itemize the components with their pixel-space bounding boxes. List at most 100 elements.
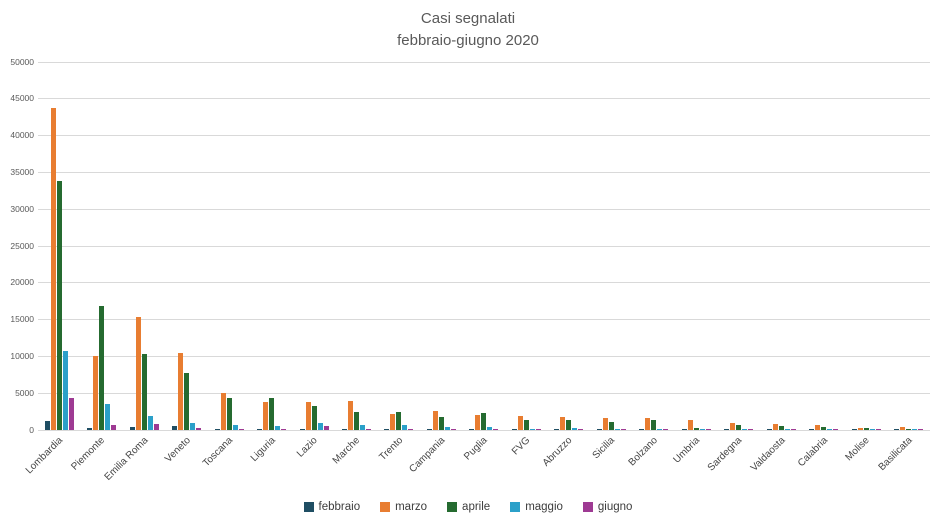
y-axis-tick-label-5000: 5000 xyxy=(15,387,34,398)
bar-maggio-trento xyxy=(402,424,408,430)
bar-marzo-trento xyxy=(390,413,396,430)
bar-group-piemonte xyxy=(80,62,122,430)
bar-febbraio-toscana xyxy=(214,428,220,430)
legend-label-marzo: marzo xyxy=(395,501,428,513)
bar-aprile-piemonte xyxy=(99,306,105,430)
bar-giugno-liguria xyxy=(281,428,287,430)
gridline-y-50000 xyxy=(38,61,930,63)
bar-febbraio-umbria xyxy=(681,429,687,430)
bar-marzo-basilicata xyxy=(900,427,906,430)
legend-item-febbraio: febbraio xyxy=(303,501,360,513)
bar-giugno-campania xyxy=(450,428,456,430)
bar-marzo-molise xyxy=(857,427,863,430)
x-axis-label-sardegna: Sardegna xyxy=(706,435,745,474)
chart-title-line1: Casi segnalati xyxy=(420,10,516,27)
bar-marzo-fvg xyxy=(517,416,523,430)
bar-giugno-sicilia xyxy=(620,429,626,430)
bar-febbraio-puglia xyxy=(469,429,475,430)
bar-giugno-calabria xyxy=(833,429,839,430)
x-axis-label-fvg: FVG xyxy=(509,435,533,458)
x-axis-label-piemonte: Piemonte xyxy=(69,435,108,473)
bar-giugno-marche xyxy=(366,428,372,430)
x-axis-label-abruzzo: Abruzzo xyxy=(541,435,575,469)
bar-group-liguria xyxy=(250,62,292,430)
x-axis-label-marche: Marche xyxy=(330,435,363,467)
bar-aprile-molise xyxy=(863,428,869,430)
bar-febbraio-calabria xyxy=(809,429,815,430)
bar-febbraio-campania xyxy=(426,429,432,430)
bar-marzo-lazio xyxy=(305,402,311,430)
bar-febbraio-sardegna xyxy=(724,429,730,430)
gridline-y-40000 xyxy=(38,135,930,137)
gridline-y-5000 xyxy=(38,392,930,394)
y-axis-tick-label-0: 0 xyxy=(29,424,34,435)
bar-group-campania xyxy=(420,62,462,430)
y-axis-tick-label-45000: 45000 xyxy=(10,93,34,104)
bar-giugno-puglia xyxy=(493,429,499,430)
gridline-y-10000 xyxy=(38,355,930,357)
bar-giugno-trento xyxy=(408,429,414,430)
x-axis-label-basilicata: Basilicata xyxy=(876,435,915,474)
gridline-y-30000 xyxy=(38,208,930,210)
bar-maggio-sardegna xyxy=(742,429,748,430)
legend-label-maggio: maggio xyxy=(525,501,563,513)
x-axis-label-lazio: Lazio xyxy=(295,435,320,460)
bar-maggio-veneto xyxy=(190,422,196,430)
bar-febbraio-fvg xyxy=(511,429,517,430)
bar-maggio-piemonte xyxy=(105,403,111,430)
bar-giugno-sardegna xyxy=(748,429,754,430)
bar-maggio-molise xyxy=(869,429,875,430)
bar-aprile-veneto xyxy=(184,373,190,430)
bar-group-fvg xyxy=(505,62,547,430)
y-axis-tick-label-20000: 20000 xyxy=(10,277,34,288)
bar-maggio-umbria xyxy=(699,429,705,430)
bar-group-lazio xyxy=(293,62,335,430)
bar-marzo-toscana xyxy=(220,393,226,430)
y-axis-tick-label-30000: 30000 xyxy=(10,203,34,214)
bar-giugno-valdaosta xyxy=(790,429,796,430)
legend: febbraio marzo aprile maggio giugno xyxy=(0,501,936,513)
bar-aprile-umbria xyxy=(693,428,699,430)
bar-aprile-bolzano xyxy=(651,420,657,430)
bar-marzo-calabria xyxy=(815,425,821,430)
bar-maggio-emilia-roma xyxy=(147,416,153,430)
chart-title-line2: febbraio-giugno 2020 xyxy=(397,32,539,49)
y-axis-tick-label-40000: 40000 xyxy=(10,130,34,141)
bar-aprile-valdaosta xyxy=(778,425,784,430)
bar-aprile-fvg xyxy=(523,419,529,430)
legend-item-aprile: aprile xyxy=(447,501,490,513)
y-axis-tick-label-35000: 35000 xyxy=(10,166,34,177)
bar-maggio-bolzano xyxy=(657,429,663,430)
bar-febbraio-valdaosta xyxy=(766,429,772,430)
legend-item-maggio: maggio xyxy=(510,501,563,513)
gridline-y-25000 xyxy=(38,245,930,247)
bar-aprile-lazio xyxy=(311,406,317,430)
bar-maggio-campania xyxy=(444,427,450,430)
bar-aprile-campania xyxy=(438,416,444,430)
y-axis-tick-label-10000: 10000 xyxy=(10,350,34,361)
bar-marzo-liguria xyxy=(263,402,269,430)
legend-swatch-maggio xyxy=(510,502,521,512)
bar-group-calabria xyxy=(802,62,844,430)
bar-maggio-marche xyxy=(360,424,366,430)
bar-aprile-liguria xyxy=(269,398,275,430)
bar-febbraio-trento xyxy=(384,429,390,430)
bar-group-trento xyxy=(378,62,420,430)
gridline-y-45000 xyxy=(38,98,930,100)
bar-febbraio-sicilia xyxy=(596,429,602,430)
bar-maggio-toscana xyxy=(232,424,238,430)
bar-febbraio-emilia-roma xyxy=(129,427,135,430)
bar-marzo-lombardia xyxy=(50,107,56,430)
bar-febbraio-piemonte xyxy=(87,428,93,430)
bar-group-lombardia xyxy=(38,62,80,430)
x-axis-label-umbria: Umbria xyxy=(671,435,703,466)
bar-marzo-sardegna xyxy=(730,423,736,430)
bar-giugno-veneto xyxy=(196,427,202,430)
bar-febbraio-liguria xyxy=(257,429,263,430)
bar-maggio-fvg xyxy=(529,428,535,430)
gridline-y-35000 xyxy=(38,171,930,173)
plot-area: 0 5000 10000 15000 20000 25000 30000 35000 40000… xyxy=(10,57,930,434)
bar-marzo-veneto xyxy=(178,353,184,430)
bar-aprile-abruzzo xyxy=(566,420,572,430)
